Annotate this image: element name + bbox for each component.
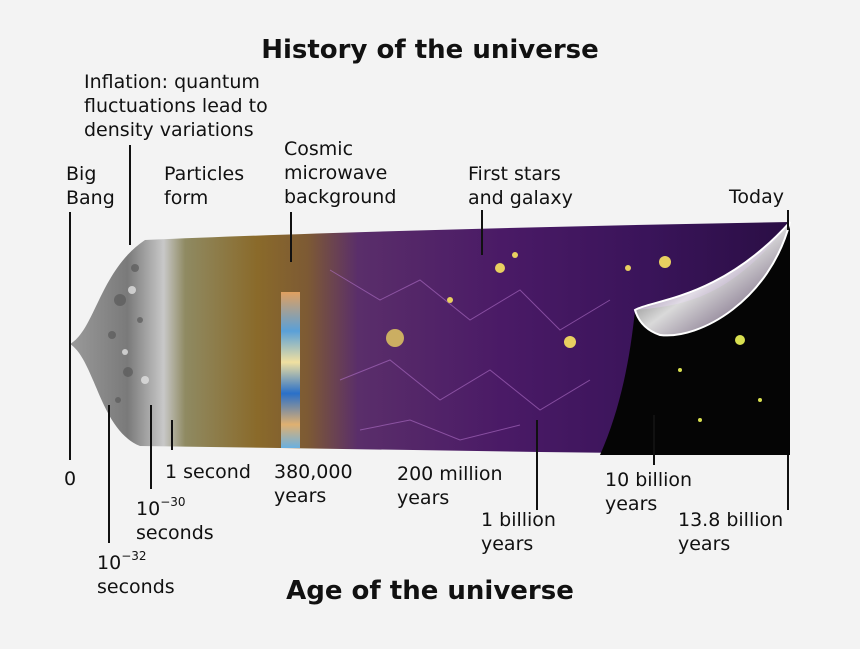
tick-today xyxy=(787,210,789,230)
tick-10-billion xyxy=(653,415,655,465)
page-curl xyxy=(633,221,791,337)
timeline-body xyxy=(70,222,790,455)
age-label-1b: 1 billion years xyxy=(481,509,556,555)
age-label-10b: 10 billion years xyxy=(605,469,693,515)
tick-1-billion xyxy=(536,420,538,510)
axis-title: Age of the universe xyxy=(286,576,574,606)
tick-big-bang xyxy=(69,212,71,460)
label-inflation: Inflation: quantum fluctuations lead to … xyxy=(84,71,268,141)
age-label-1-second: 1 second xyxy=(165,461,251,483)
label-first-stars: First stars and galaxy xyxy=(468,163,573,209)
inflation-bubbles xyxy=(108,264,143,403)
age-label-10-32: 10−32 seconds xyxy=(97,549,175,598)
tick-inflation xyxy=(129,145,131,245)
cmb-strip xyxy=(281,292,300,448)
age-label-zero: 0 xyxy=(64,468,77,490)
label-big-bang: Big Bang xyxy=(66,163,115,209)
age-label-200m: 200 million years xyxy=(397,463,503,509)
tick-10-32 xyxy=(108,405,110,543)
tick-10-30 xyxy=(150,405,152,489)
label-cmb: Cosmic microwave background xyxy=(284,138,397,208)
tick-1-second xyxy=(171,420,173,450)
age-label-13-8b: 13.8 billion years xyxy=(678,509,784,555)
galaxy-clusters xyxy=(386,252,671,348)
tick-first-stars xyxy=(481,210,483,255)
label-particles-form: Particles form xyxy=(164,163,245,209)
age-label-380k: 380,000 years xyxy=(274,461,353,507)
main-title: History of the universe xyxy=(261,35,599,65)
tick-13-8-billion xyxy=(787,455,789,510)
cosmic-web xyxy=(329,269,611,441)
tick-cmb xyxy=(290,212,292,262)
label-today: Today xyxy=(729,186,784,208)
age-label-10-30: 10−30 seconds xyxy=(136,495,214,544)
